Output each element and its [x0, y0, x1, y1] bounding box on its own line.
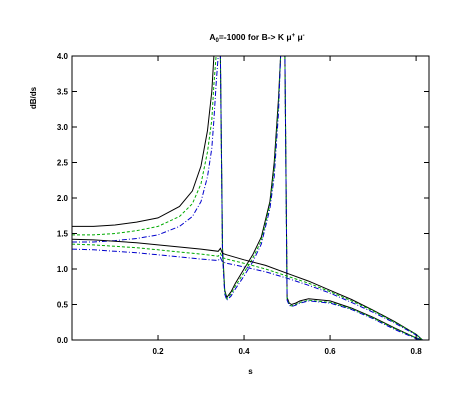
y-tick-label: 4.0 — [57, 52, 69, 61]
series-line-5 — [72, 243, 423, 340]
y-tick-label: 1.0 — [57, 265, 69, 274]
x-tick-label: 0.6 — [325, 347, 337, 356]
title-text: =-1000 for B-> K μ — [219, 32, 292, 42]
y-axis: 0.0 0.5 1.0 1.5 2.0 2.5 3.0 3.5 4.0 — [57, 52, 429, 345]
y-tick-label: 3.5 — [57, 88, 69, 97]
x-tick-label: 0.4 — [238, 347, 250, 356]
series-line-1 — [72, 56, 423, 340]
y-tick-label: 3.0 — [57, 123, 69, 132]
chart-title: A0=-1000 for B-> K μ+ μ- — [209, 32, 304, 44]
series-line-3 — [72, 56, 423, 340]
series-layer — [72, 56, 423, 340]
x-tick-label: 0.2 — [152, 347, 164, 356]
y-tick-label: 1.5 — [57, 230, 69, 239]
title-subscript: 0 — [215, 38, 219, 44]
y-tick-label: 0.0 — [57, 336, 69, 345]
title-superscript-plus: + — [292, 33, 296, 39]
plot-frame — [71, 55, 430, 341]
title-mu: μ — [295, 32, 303, 42]
x-axis: 0.2 0.4 0.6 0.8 — [152, 56, 422, 356]
x-tick-label: 0.8 — [411, 347, 423, 356]
series-line-4 — [72, 238, 423, 340]
y-tick-label: 0.5 — [57, 301, 69, 310]
series-line-6 — [72, 248, 423, 340]
series-line-2 — [72, 56, 423, 340]
x-axis-label: s — [248, 367, 253, 376]
y-tick-label: 2.5 — [57, 159, 69, 168]
y-axis-label: dB/ds — [29, 86, 38, 109]
title-main: A — [209, 32, 215, 42]
title-superscript-minus: - — [303, 33, 305, 39]
y-tick-label: 2.0 — [57, 194, 69, 203]
